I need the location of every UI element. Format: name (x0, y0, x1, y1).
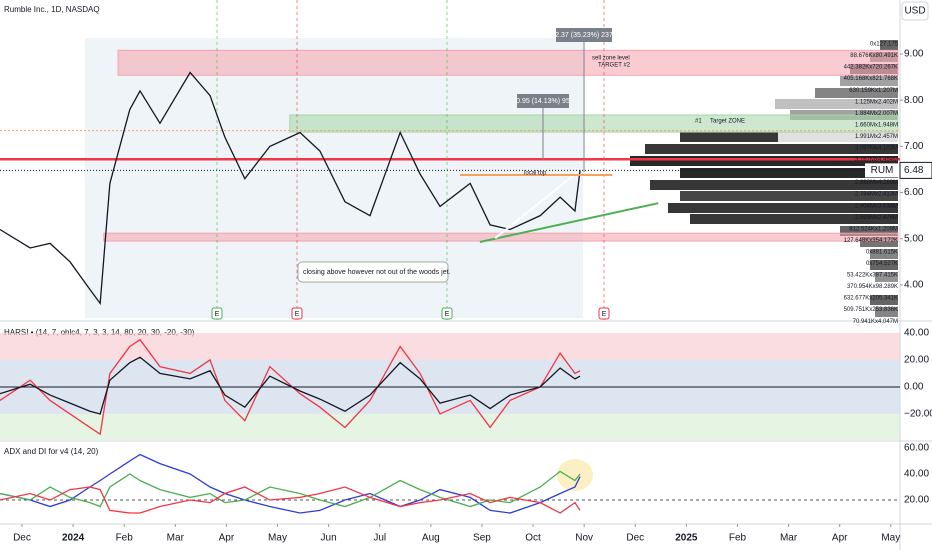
event-marker: E (602, 311, 607, 318)
y-tick-label: 0.00 (904, 382, 924, 393)
profile-label: 3.167Mx4.484M (855, 157, 898, 163)
volume-profile (630, 40, 898, 317)
series-line (0, 338, 581, 436)
chart-title: Rumble Inc., 1D, NASDAQ (4, 5, 100, 14)
price-tag-label: 6.48 (904, 165, 924, 176)
x-tick-label: Dec (626, 533, 644, 544)
event-box (211, 307, 223, 320)
profile-label: 53.422Kx387.415K (847, 273, 898, 279)
profile-label: 1.125Mx2.402M (855, 99, 898, 105)
profile-label: 812.524Kx1.209M (849, 226, 898, 232)
series-line (0, 486, 581, 514)
profile-label: 405.168Kx821.768K (844, 76, 898, 82)
profile-label: 3.097Mx4.103M (855, 146, 898, 152)
measure-box (517, 94, 569, 108)
y-tick-label: 6.00 (904, 187, 924, 198)
profile-label: 0x127.175 (870, 42, 899, 48)
x-tick-label: Mar (167, 533, 185, 544)
x-tick-label: Jul (373, 533, 386, 544)
profile-label: 509.751Kx253.836K (844, 307, 898, 313)
y-tick-label: 4.00 (904, 280, 924, 291)
series-line (0, 71, 581, 306)
x-tick-label: Apr (219, 533, 235, 544)
trend-line (479, 202, 659, 243)
x-tick-label: 2024 (62, 533, 85, 544)
series-line (0, 356, 581, 415)
annotation: local top (524, 171, 547, 177)
profile-label: 127.648Kx354.172K (844, 238, 898, 244)
profile-label: 2.888Mx4.269M (855, 180, 898, 186)
pane-title: ADX and DI for v4 (14, 20) (4, 447, 99, 456)
profile-label: 88.676Kx80.491K (850, 53, 898, 59)
event-marker: E (215, 311, 220, 318)
y-tick-label: 40.00 (904, 328, 929, 339)
y-tick-label: 20.00 (904, 495, 929, 506)
event-marker: E (295, 311, 300, 318)
profile-label: 70.941Kx4.047M (853, 319, 898, 325)
annotation: sell zone level (592, 56, 630, 62)
band (0, 332, 900, 360)
band (0, 413, 900, 440)
profile-label: 442.382Kx720.267K (844, 65, 898, 71)
event-box (441, 307, 453, 320)
event-box (291, 307, 303, 320)
highlight (557, 459, 593, 491)
annotation: TARGET #2 (598, 63, 631, 69)
x-tick-label: Apr (832, 533, 848, 544)
callout-box (297, 261, 449, 283)
x-tick-label: Mar (780, 533, 798, 544)
annotation: 2.37 (35.23%) 237 (555, 32, 613, 39)
symbol-tag (865, 163, 899, 178)
profile-label: 2.595Mx2.476M (855, 215, 898, 221)
annotation: 0.95 (14.13%) 95 (516, 98, 570, 105)
zone (289, 114, 899, 133)
y-tick-label: 7.00 (904, 141, 924, 152)
event-box (598, 307, 610, 320)
y-tick-label: 9.00 (904, 49, 924, 60)
profile-label: 1.884Mx2.007M (855, 111, 898, 117)
x-tick-label: Sep (473, 533, 491, 544)
price-tag (899, 161, 932, 179)
x-tick-label: Aug (422, 533, 440, 544)
profile-label: 0x754.527K (866, 261, 898, 267)
y-tick-label: 8.00 (904, 95, 924, 106)
pane-title: HARSI • (14, 7, ohlc4, 7, 3, 3, 14, 80, … (4, 328, 195, 337)
y-tick-label: 60.00 (904, 443, 929, 454)
y-tick-label: −20.00 (904, 409, 932, 420)
profile-label: 1.991Mx2.457M (855, 134, 898, 140)
annotation: #1 (695, 119, 702, 125)
x-tick-label: Jun (321, 533, 337, 544)
annotation: Target ZONE (710, 119, 745, 125)
y-tick-label: 5.00 (904, 233, 924, 244)
zone (117, 49, 899, 76)
series-line (0, 453, 581, 514)
callout: closing above however not out of the woo… (303, 269, 451, 276)
x-tick-label: Feb (116, 533, 134, 544)
symbol: RUM (871, 165, 894, 176)
y-tick-label: 40.00 (904, 469, 929, 480)
y-tick-label: 20.00 (904, 355, 929, 366)
currency-button[interactable] (901, 1, 929, 21)
measure-box (556, 28, 612, 42)
x-tick-label: 2025 (675, 533, 698, 544)
x-tick-label: May (881, 533, 900, 544)
x-tick-label: May (268, 533, 287, 544)
x-tick-label: Feb (729, 533, 747, 544)
trend-line (494, 170, 579, 240)
currency[interactable]: USD (904, 6, 925, 17)
profile-label: 370.954Kx98.289K (847, 284, 898, 290)
profile-label: 630.159Kx1.207M (849, 88, 898, 94)
profile-label: 1.660Mx1.948M (855, 122, 898, 128)
profile-label: 0x881.615K (866, 249, 898, 255)
x-tick-label: Dec (13, 533, 31, 544)
profile-label: 2.784Mx2.413M (855, 192, 898, 198)
event-marker: E (445, 311, 450, 318)
x-tick-label: Nov (575, 533, 593, 544)
profile-label: 2.904Mx3.634M (855, 203, 898, 209)
x-tick-label: Oct (525, 533, 541, 544)
profile-label: 632.677Kx205.341K (844, 296, 898, 302)
